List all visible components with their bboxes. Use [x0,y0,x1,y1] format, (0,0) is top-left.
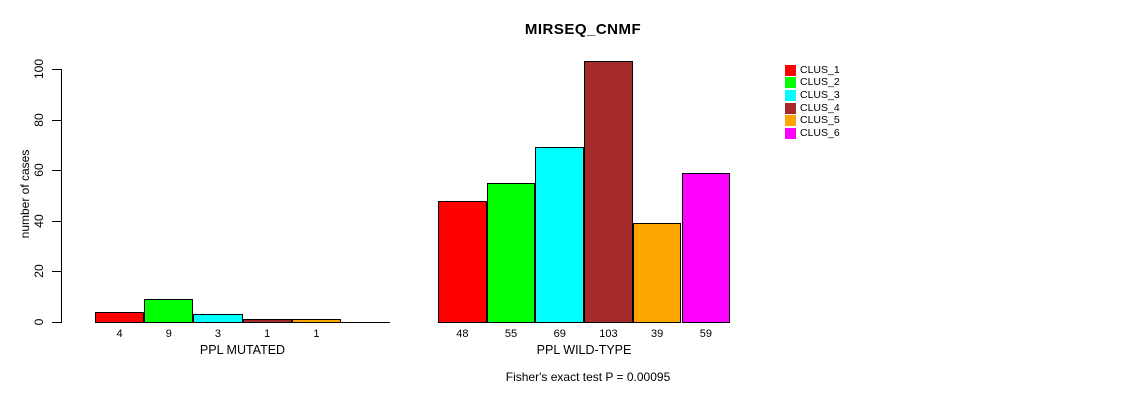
y-axis-line [61,69,62,323]
legend-label: CLUS_3 [800,88,840,101]
legend-label: CLUS_6 [800,126,840,139]
y-tick-label: 0 [32,318,46,326]
bar-clus_3 [535,147,585,323]
legend-item: CLUS_6 [785,127,840,140]
bar-clus_5 [632,223,682,323]
legend-color-swatch [785,89,796,101]
legend-item: CLUS_3 [785,89,840,102]
y-tick-label: 80 [32,113,46,127]
y-tick-label: 60 [32,163,46,177]
legend-label: CLUS_4 [800,101,840,114]
bar-clus_4 [584,61,633,323]
bar-value-label: 55 [504,328,518,340]
legend-color-swatch [785,127,796,139]
legend-label: CLUS_1 [800,63,840,76]
bar-clus_3 [193,314,243,323]
bar-value-label: 39 [651,328,664,340]
legend-item: CLUS_4 [785,102,840,115]
bar-clus_4 [242,319,292,323]
bar-clus_6 [341,322,391,323]
fisher-test-annotation: Fisher's exact test P = 0.00095 [505,370,671,384]
y-tick [52,322,61,323]
bar-value-label: 59 [699,328,712,340]
legend-color-swatch [785,64,796,76]
legend-item: CLUS_1 [785,64,840,77]
bar-value-label: 48 [456,328,469,340]
bar-value-label: 3 [214,328,222,340]
legend: CLUS_1 CLUS_2 CLUS_3 CLUS_4 CLUS_5 CLUS_… [785,64,840,140]
y-tick [52,271,61,272]
y-tick [52,69,61,70]
y-tick [52,120,61,121]
legend-item: CLUS_5 [785,114,840,127]
legend-color-swatch [785,77,796,89]
y-axis-title: number of cases [18,149,32,239]
legend-label: CLUS_2 [800,76,840,89]
y-tick [52,221,61,222]
bar-clus_2 [144,299,194,323]
x-axis-label-mutated: PPL MUTATED [199,343,286,357]
x-axis-label-wildtype: PPL WILD-TYPE [536,343,632,357]
y-tick [52,170,61,171]
bar-value-label: 4 [116,328,123,340]
bar-clus_2 [486,183,536,323]
y-tick-label: 40 [32,214,46,228]
y-tick-label: 20 [32,264,46,278]
legend-color-swatch [785,115,796,127]
legend-item: CLUS_2 [785,77,840,90]
bar-value-label: 69 [553,328,566,340]
bar-clus_1 [438,201,487,323]
bar-value-label: 1 [313,328,320,340]
bar-clus_6 [681,173,731,323]
bar-clus_1 [95,312,145,323]
bar-value-label: 103 [599,328,618,340]
bar-clus_5 [291,319,341,323]
chart-title: MIRSEQ_CNMF [524,21,642,38]
legend-color-swatch [785,102,796,114]
y-tick-label: 100 [32,58,46,80]
legend-label: CLUS_5 [800,114,840,127]
bar-value-label: 1 [264,328,271,340]
bar-value-label: 9 [165,328,172,340]
